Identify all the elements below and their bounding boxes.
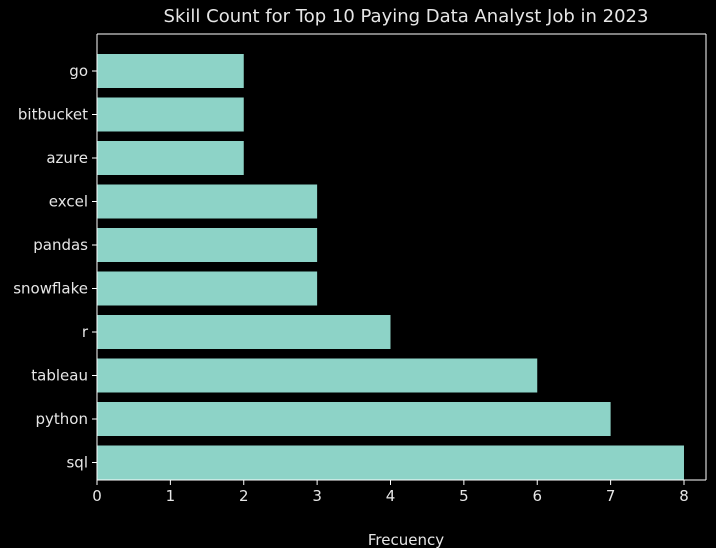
x-tick-label: 1 [166,487,176,505]
y-tick-label: sql [66,454,88,472]
y-tick-label: snowflake [13,280,88,298]
bar-azure [97,141,244,175]
y-tick-label: bitbucket [18,106,88,124]
x-tick-label: 2 [239,487,249,505]
x-tick-label: 3 [312,487,322,505]
bar-tableau [97,358,538,393]
x-tick-label: 0 [92,487,102,505]
bar-snowflake [97,271,318,306]
bar-bitbucket [97,97,244,132]
y-tick-label: go [69,62,88,80]
x-tick-label: 7 [606,487,616,505]
x-tick-label: 8 [679,487,689,505]
x-tick-label: 5 [459,487,469,505]
y-tick-label: python [36,410,88,428]
bar-excel [97,184,318,219]
bars-group [97,54,684,480]
bar-go [97,54,244,88]
y-tick-label: azure [46,149,88,167]
y-tick-label: pandas [33,236,88,254]
x-tick-label: 6 [532,487,542,505]
y-tick-label: r [82,323,89,341]
bar-sql [97,445,684,480]
y-tick-label: excel [49,193,88,211]
chart-title: Skill Count for Top 10 Paying Data Analy… [164,6,649,27]
bar-pandas [97,228,318,262]
x-axis-label: Frecuency [368,531,444,548]
x-axis-ticks: 0 1 2 3 4 5 6 7 8 [92,480,689,505]
bar-python [97,402,611,436]
y-axis-ticks: go bitbucket azure excel pandas snowflake r tab… [13,62,97,472]
y-tick-label: tableau [31,367,88,385]
bar-r [97,315,391,349]
x-tick-label: 4 [386,487,396,505]
